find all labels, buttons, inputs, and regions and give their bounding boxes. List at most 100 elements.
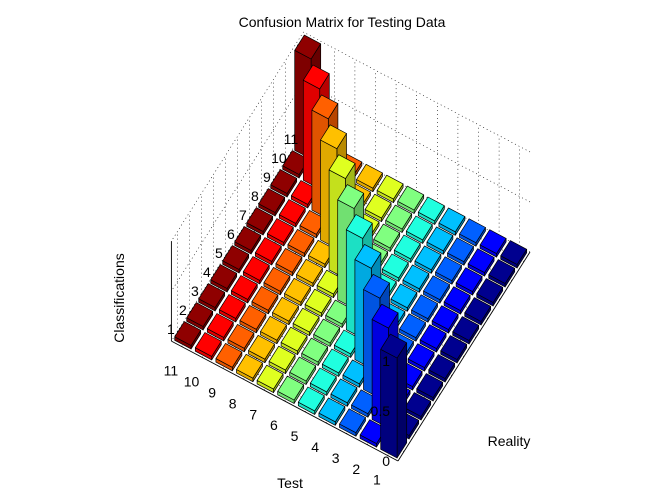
bar: [435, 256, 462, 285]
bars-layer: [174, 34, 528, 459]
bar-face-top: [455, 267, 483, 292]
bar: [263, 267, 291, 296]
bar-face-top: [246, 207, 274, 232]
bar: [376, 174, 404, 203]
bar: [256, 364, 284, 393]
bar: [431, 305, 459, 334]
bar-face-top: [313, 318, 341, 344]
bar: [251, 286, 279, 315]
bar-face-top: [488, 259, 516, 284]
bar: [280, 326, 308, 355]
bar-face-top: [268, 345, 296, 371]
bar: [218, 294, 246, 323]
bar: [416, 373, 444, 402]
bar-face-top: [254, 237, 282, 262]
bar-face-top: [376, 174, 404, 200]
x-tick-label: 11: [164, 363, 179, 379]
x-tick-label: 5: [291, 428, 299, 444]
x-axis-label: Test: [277, 475, 303, 491]
bar: [299, 210, 327, 239]
x-tick-label: 9: [208, 385, 216, 401]
bar-face-top: [198, 283, 226, 308]
x-tick-label: 3: [332, 450, 340, 466]
bar: [405, 215, 433, 244]
bar-face-top: [411, 294, 438, 320]
bar-face-top: [438, 207, 466, 233]
bar: [301, 337, 329, 366]
bar-face-top: [459, 218, 486, 244]
bar: [414, 245, 442, 274]
bar: [215, 343, 243, 372]
bar: [198, 283, 226, 312]
bar: [248, 334, 275, 364]
bar: [270, 169, 298, 198]
bar: [447, 237, 474, 266]
x-tick-label: 8: [229, 395, 237, 411]
bar: [239, 305, 267, 334]
z-tick-label: 0: [382, 453, 390, 469]
bar: [309, 367, 337, 396]
bar-face-top: [407, 343, 435, 368]
bar: [443, 286, 471, 315]
bar-face-front: [396, 342, 408, 459]
bar: [254, 237, 282, 266]
bar: [500, 240, 528, 269]
bar-face-top: [266, 218, 294, 243]
bar: [313, 318, 341, 347]
y-axis-label: Reality: [488, 433, 531, 449]
bar-face-top: [500, 240, 528, 265]
bar-face-top: [270, 169, 298, 194]
bar-face-top: [431, 305, 459, 330]
y-tick-label: 9: [263, 169, 271, 185]
bar-face-top: [194, 332, 222, 357]
z-tick-label: 1: [382, 353, 390, 369]
bar-face-top: [405, 215, 433, 241]
bar: [227, 324, 255, 353]
y-tick-label: 11: [284, 131, 299, 147]
bar: [476, 278, 504, 307]
bar-face-top: [242, 256, 270, 281]
bar: [390, 283, 418, 312]
bar-face-top: [258, 188, 286, 213]
bar-face-top: [186, 302, 214, 327]
bar-face-top: [263, 267, 291, 292]
bar: [268, 345, 296, 374]
bar-face-top: [275, 248, 303, 273]
y-tick-label: 10: [271, 150, 287, 166]
x-axis-line: [171, 340, 399, 462]
bar: [440, 335, 468, 364]
bar-face-top: [210, 264, 238, 289]
x-tick-label: 6: [270, 417, 278, 433]
bar: [467, 248, 495, 277]
bar: [459, 218, 486, 247]
bar-face-top: [297, 386, 325, 412]
bar: [393, 234, 421, 263]
bar-face-top: [318, 397, 346, 423]
bar: [287, 229, 315, 258]
bar-face-top: [390, 283, 418, 309]
bar: [385, 204, 413, 233]
bar: [297, 386, 325, 415]
bar: [230, 275, 258, 304]
bar: [404, 392, 432, 421]
bar: [260, 315, 287, 345]
bar-face-top: [309, 367, 337, 393]
bar-face-top: [345, 214, 373, 239]
bar-face-top: [292, 307, 320, 333]
bar-face-top: [206, 313, 234, 338]
bar: [242, 256, 270, 285]
bar: [455, 267, 483, 296]
grid-line: [171, 31, 531, 242]
bar-face-top: [321, 348, 349, 374]
bar-face-top: [289, 356, 317, 382]
bar-face-top: [251, 286, 279, 311]
bar: [289, 356, 317, 385]
y-axis-line: [397, 251, 531, 462]
bar: [464, 297, 492, 326]
bar-face-top: [380, 333, 408, 359]
bar-face-top: [320, 124, 347, 150]
bar: [339, 408, 366, 437]
bar-face-top: [248, 334, 275, 360]
bar-face-top: [452, 316, 480, 341]
bar: [479, 229, 507, 258]
